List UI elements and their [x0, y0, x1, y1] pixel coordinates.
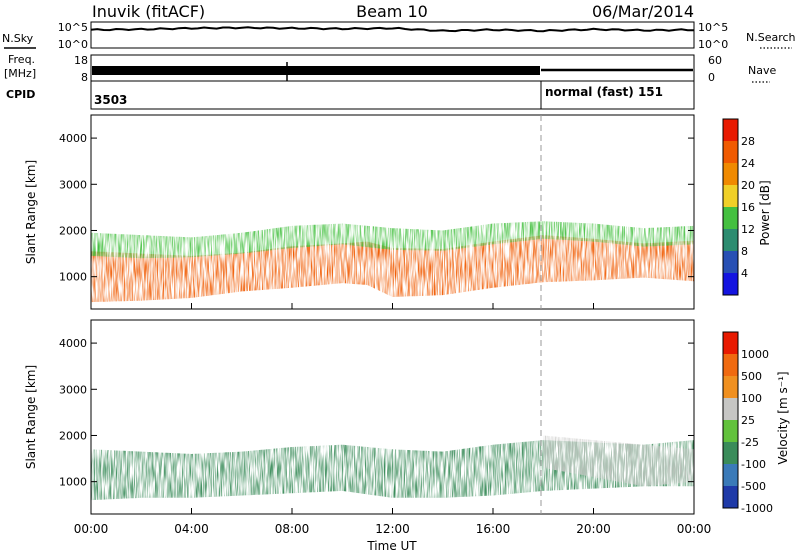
power-colorbar-label: Power [dB] [758, 180, 772, 245]
date-title: 06/Mar/2014 [592, 2, 694, 21]
xtick-label-1: 04:00 [174, 522, 209, 536]
velocity-ylabel: Slant Range [km] [24, 365, 38, 469]
velocity-colorbar-tick-4: -25 [741, 436, 759, 449]
velocity-band-0 [91, 440, 694, 501]
freq-left-tick-bottom: 8 [81, 71, 88, 84]
velocity-colorbar-swatch-1 [723, 464, 738, 486]
velocity-colorbar-tick-1: 500 [741, 370, 762, 383]
noise-sky-series [90, 26, 694, 33]
velocity-colorbar-tick-0: 1000 [741, 348, 769, 361]
power-band-1 [91, 221, 694, 259]
power-band-0 [91, 235, 694, 303]
xtick-label-4: 16:00 [476, 522, 511, 536]
power-colorbar-swatch-6 [723, 141, 738, 163]
power-heatmap [91, 221, 694, 303]
power-ytick-label-0: 1000 [59, 271, 87, 284]
velocity-colorbar-frame [722, 331, 739, 509]
velocity-colorbar-tick-5: -100 [741, 458, 766, 471]
power-colorbar-swatch-2 [723, 229, 738, 251]
noise-sky-label: N.Sky [2, 32, 34, 45]
velocity-colorbar-tick-7: -1000 [741, 502, 773, 515]
velocity-colorbar-tick-6: -500 [741, 480, 766, 493]
power-ytick-label-1: 2000 [59, 224, 87, 237]
velocity-ytick-label-2: 3000 [59, 383, 87, 396]
velocity-band-1 [543, 435, 694, 487]
freq-label-line1: Freq. [8, 53, 35, 66]
freq-label-line2: [MHz] [4, 67, 36, 80]
xtick-label-2: 08:00 [275, 522, 310, 536]
velocity-colorbar-swatch-4 [723, 398, 738, 420]
noise-search-label: N.Search [746, 31, 796, 44]
freq-left-tick-top: 18 [74, 54, 88, 67]
cpid-panel-frame [90, 80, 695, 110]
noise-panel-frame [90, 21, 695, 49]
power-colorbar-swatch-7 [723, 119, 738, 141]
power-colorbar-tick-2: 12 [741, 223, 755, 236]
velocity-colorbar-swatch-2 [723, 442, 738, 464]
time-axis: 00:00 04:00 08:00 12:00 16:00 20:00 00:00 [74, 303, 712, 536]
power-colorbar-swatch-3 [723, 207, 738, 229]
velocity-ytick-label-0: 1000 [59, 476, 87, 489]
velocity-colorbar-swatch-3 [723, 420, 738, 442]
power-ytick-label-2: 3000 [59, 178, 87, 191]
velocity-colorbar-tick-3: 25 [741, 414, 755, 427]
power-colorbar-tick-6: 28 [741, 135, 755, 148]
velocity-colorbar-swatch-5 [723, 376, 738, 398]
power-colorbar: 4 8 12 16 20 24 28 [722, 118, 755, 296]
power-ytick-label-3: 4000 [59, 132, 87, 145]
xtick-label-3: 12:00 [375, 522, 410, 536]
cpid-label: CPID [6, 88, 35, 101]
xtick-label-0: 00:00 [74, 522, 109, 536]
power-colorbar-tick-0: 4 [741, 267, 748, 280]
freq-series-block [92, 66, 540, 75]
xtick-label-5: 20:00 [576, 522, 611, 536]
velocity-ytick-label-1: 2000 [59, 429, 87, 442]
nave-label: Nave [748, 64, 776, 77]
power-y-axis: 1000 2000 3000 4000 [59, 132, 694, 284]
noise-right-tick-top: 10^5 [698, 21, 728, 34]
freq-right-tick-bottom: 0 [708, 71, 715, 84]
power-colorbar-swatch-5 [723, 163, 738, 185]
cpid-program-2: normal (fast) 151 [545, 85, 663, 99]
beam-title: Beam 10 [356, 2, 428, 21]
power-colorbar-swatch-4 [723, 185, 738, 207]
freq-right-tick-top: 60 [708, 54, 722, 67]
velocity-colorbar-swatch-0 [723, 486, 738, 508]
velocity-colorbar-swatch-7 [723, 332, 738, 354]
power-colorbar-tick-4: 20 [741, 179, 755, 192]
velocity-colorbar: 1000 500 100 25 -25 -100 -500 -1000 [722, 331, 773, 515]
power-colorbar-tick-5: 24 [741, 157, 755, 170]
time-axis-label: Time UT [366, 539, 417, 553]
velocity-colorbar-swatch-6 [723, 354, 738, 376]
velocity-y-axis: 1000 2000 3000 4000 [59, 337, 694, 489]
power-colorbar-frame [722, 118, 739, 296]
noise-left-tick-bottom: 10^0 [58, 38, 88, 51]
velocity-heatmap [91, 435, 694, 501]
station-title: Inuvik (fitACF) [92, 2, 205, 21]
power-colorbar-swatch-1 [723, 251, 738, 273]
power-colorbar-swatch-0 [723, 273, 738, 295]
velocity-colorbar-label: Velocity [m s⁻¹] [776, 371, 790, 464]
noise-left-tick-top: 10^5 [58, 21, 88, 34]
power-colorbar-tick-3: 16 [741, 201, 755, 214]
power-colorbar-tick-1: 8 [741, 245, 748, 258]
velocity-colorbar-tick-2: 100 [741, 392, 762, 405]
xtick-label-6: 00:00 [677, 522, 712, 536]
velocity-ytick-label-3: 4000 [59, 337, 87, 350]
cpid-program-1: 3503 [94, 93, 127, 107]
power-ylabel: Slant Range [km] [24, 160, 38, 264]
noise-right-tick-bottom: 10^0 [698, 38, 728, 51]
